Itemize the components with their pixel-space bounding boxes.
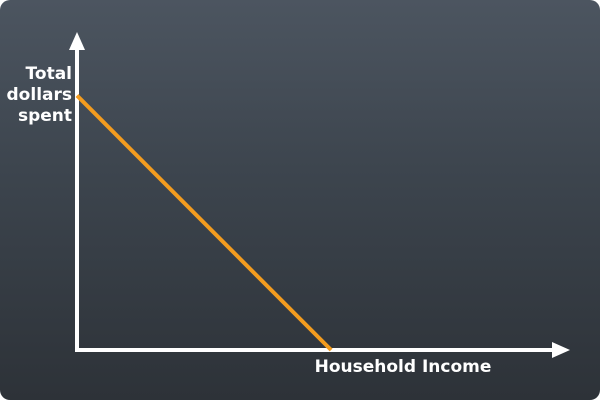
- x-axis-label: Household Income: [315, 357, 492, 377]
- y-axis-label-line-2: dollars: [7, 85, 72, 105]
- y-axis-arrow-icon: [69, 32, 85, 50]
- y-axis-label-line-1: Total: [26, 64, 72, 84]
- series-line: [75, 94, 333, 352]
- x-axis-arrow-icon: [552, 342, 570, 358]
- y-axis-label-line-3: spent: [18, 106, 72, 126]
